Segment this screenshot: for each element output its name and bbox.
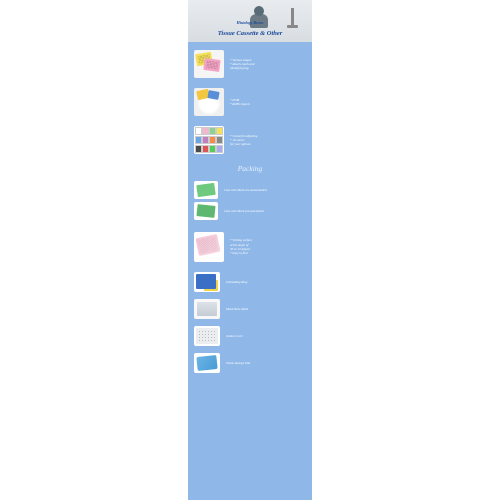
other-label: Metal Base Mold: [226, 307, 248, 311]
color-chart-image: [194, 126, 224, 154]
cassette-shapes-image: [194, 50, 224, 78]
brand-name: Histology Bravo: [188, 20, 312, 25]
other-label: Jumbo Cover: [226, 334, 243, 338]
product-page: Histology Bravo Tissue Cassette & Other …: [188, 0, 312, 500]
packing-row: Case with Mesh pre-assembled: [194, 202, 306, 220]
feature-text: * Various shapes * Attach, mark and iden…: [230, 58, 254, 71]
packing-text: Case with Mesh pre-assembled: [224, 209, 264, 213]
packing-row: Case with Mesh are unassembled: [194, 181, 306, 199]
text-line: * RoHS reports: [230, 102, 250, 106]
feature-row: * Colourful adjusting * 16 colors for yo…: [194, 126, 306, 154]
text-line: identifying tag: [230, 66, 254, 70]
jumbo-cover-image: [194, 326, 220, 346]
pack-assembled-image: [194, 202, 218, 220]
pack-unassembled-image: [194, 181, 218, 199]
embedding-ring-image: [194, 272, 220, 292]
base-mold-image: [194, 299, 220, 319]
scientist-illustration: [246, 4, 274, 32]
feature-row: * POM * RoHS reports: [194, 88, 306, 116]
other-label: Embedding Ring: [226, 280, 247, 284]
sponge-pad-image: [194, 353, 220, 373]
text-line: for your options: [230, 142, 257, 146]
other-row: Embedding Ring: [194, 272, 306, 292]
feature-row: * Various shapes * Attach, mark and iden…: [194, 50, 306, 78]
packing-text: Case with Mesh are unassembled: [224, 188, 267, 192]
section-title-packing: Packing: [194, 164, 306, 173]
other-row: Tissue Sponge Pad: [194, 353, 306, 373]
feature-text: * Colourful adjusting * 16 colors for yo…: [230, 134, 257, 147]
feature-text: * Writing surface at the angle of 30 or …: [230, 238, 252, 255]
feature-row: * Writing surface at the angle of 30 or …: [194, 232, 306, 262]
text-line: * Easy to find: [230, 251, 252, 255]
pom-material-image: [194, 88, 224, 116]
other-row: Jumbo Cover: [194, 326, 306, 346]
page-title: Tissue Cassette & Other: [188, 30, 312, 37]
feature-text: * POM * RoHS reports: [230, 98, 250, 107]
hero-banner: Histology Bravo Tissue Cassette & Other: [188, 0, 312, 42]
writing-surface-image: [194, 232, 224, 262]
other-label: Tissue Sponge Pad: [226, 361, 250, 365]
other-row: Metal Base Mold: [194, 299, 306, 319]
content-area: * Various shapes * Attach, mark and iden…: [188, 42, 312, 379]
